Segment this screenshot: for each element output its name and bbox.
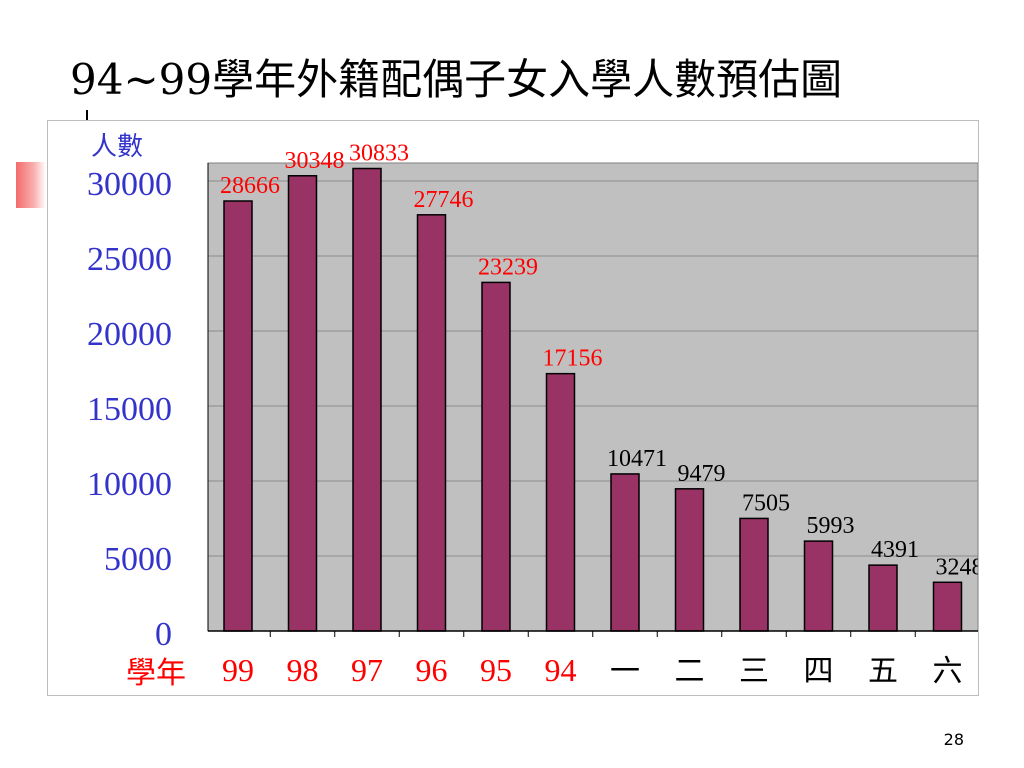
x-tick-label: 四 xyxy=(804,654,834,689)
x-tick-label: 95 xyxy=(480,652,512,688)
data-label: 9479 xyxy=(678,461,726,487)
bar xyxy=(803,540,834,632)
y-tick-label: 15000 xyxy=(87,391,172,428)
bar xyxy=(674,488,705,632)
data-label: 28666 xyxy=(220,173,280,199)
data-label: 23239 xyxy=(478,254,538,280)
decorative-accent-bar xyxy=(16,162,46,208)
data-label: 17156 xyxy=(543,346,603,372)
bar xyxy=(223,200,253,632)
data-label: 7505 xyxy=(742,490,790,516)
page-number: 28 xyxy=(943,730,964,749)
plot-area xyxy=(207,162,978,632)
x-axis-label: 學年 xyxy=(126,656,186,691)
bar xyxy=(481,281,511,632)
x-tick-label: 五 xyxy=(868,654,898,689)
bar xyxy=(610,473,640,632)
slide-title: 94~99學年外籍配偶子女入學人數預估圖 xyxy=(70,55,843,104)
bar xyxy=(868,564,898,632)
y-tick-label: 30000 xyxy=(87,166,172,203)
x-tick-label: 二 xyxy=(675,654,705,689)
x-tick-label: 94 xyxy=(545,652,577,688)
x-tick-label: 96 xyxy=(416,652,448,688)
y-tick-label: 0 xyxy=(155,616,172,653)
x-tick-label: 97 xyxy=(351,652,383,688)
bar xyxy=(739,517,769,632)
bar xyxy=(932,581,963,632)
bar xyxy=(416,214,447,632)
data-label: 10471 xyxy=(607,446,667,472)
x-tick-label: 六 xyxy=(933,654,963,689)
chart-frame: 0 5000 10000 15000 20000 25000 30000 人數學年 28666 9… xyxy=(47,120,979,696)
data-label: 3248 xyxy=(936,554,979,580)
data-label: 30348 xyxy=(285,148,345,174)
data-label: 5993 xyxy=(807,513,855,539)
data-label: 4391 xyxy=(871,537,919,563)
x-tick-label: 98 xyxy=(287,652,319,688)
bar xyxy=(545,372,576,632)
x-tick-label: 一 xyxy=(610,654,640,689)
bar xyxy=(287,175,318,632)
data-label: 30833 xyxy=(349,141,409,167)
bar xyxy=(352,167,382,632)
y-axis-label: 人數 xyxy=(91,132,143,162)
x-tick-label: 三 xyxy=(739,654,769,689)
y-tick-label: 25000 xyxy=(87,241,172,278)
data-label: 27746 xyxy=(414,187,474,213)
y-tick-label: 5000 xyxy=(104,541,172,578)
y-tick-label: 20000 xyxy=(87,316,172,353)
decorative-accent-line xyxy=(86,110,88,124)
x-tick-label: 99 xyxy=(222,652,254,688)
y-tick-label: 10000 xyxy=(87,466,172,503)
